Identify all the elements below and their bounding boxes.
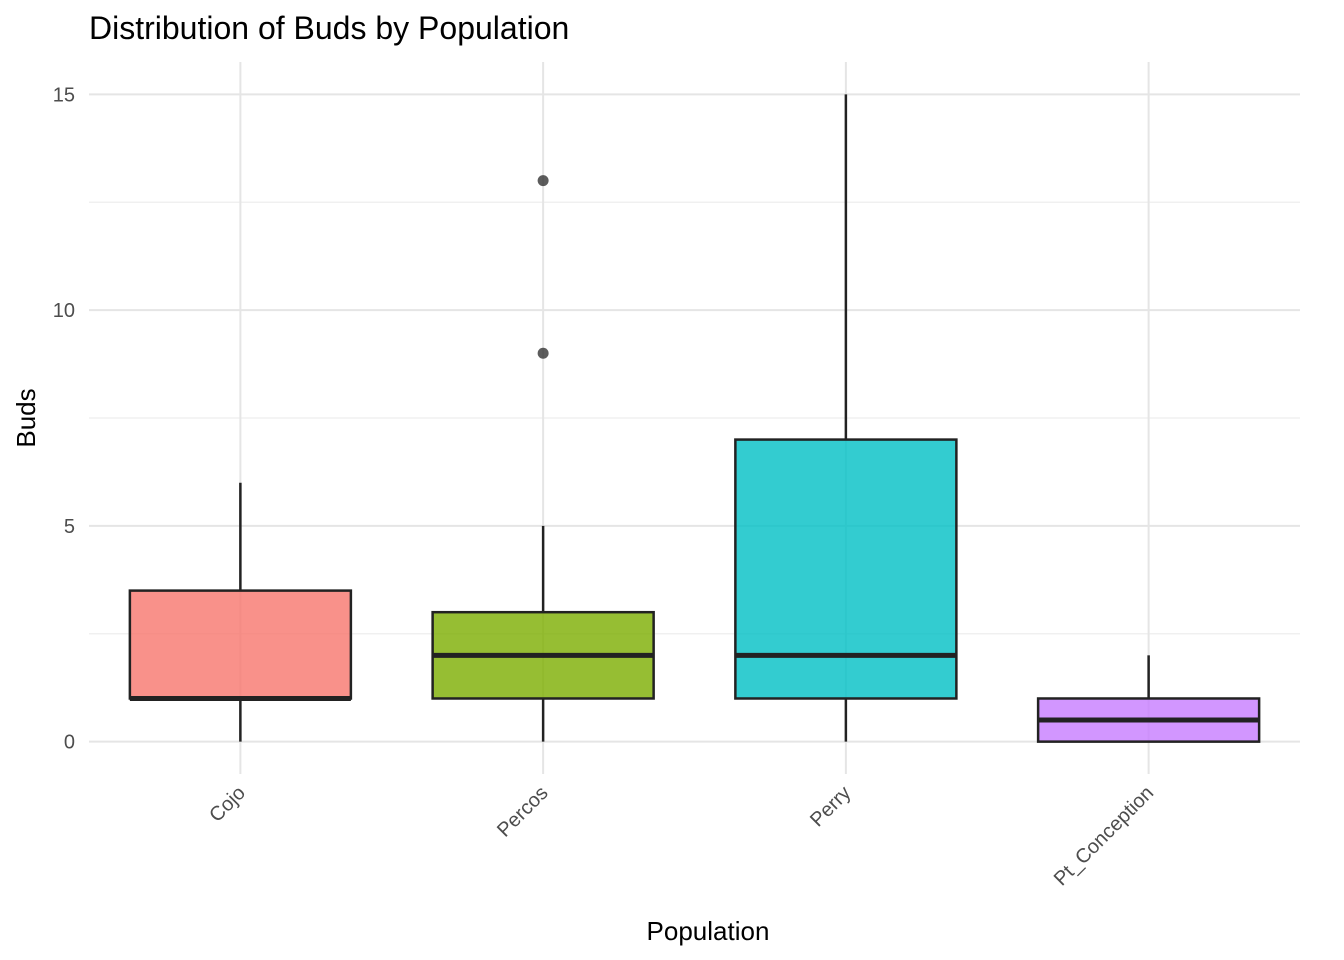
outlier-point xyxy=(537,347,549,359)
box-pt-conception xyxy=(1036,655,1261,743)
box-cojo xyxy=(128,482,353,742)
x-tick-label: Percos xyxy=(493,782,553,842)
box-series xyxy=(128,94,1261,743)
y-tick-label: 5 xyxy=(64,516,75,538)
x-axis-title: Population xyxy=(647,916,770,946)
chart-title: Distribution of Buds by Population xyxy=(89,10,569,46)
x-axis-tick-labels: Cojo Percos Perry Pt_Conception xyxy=(205,782,1158,890)
outlier-point xyxy=(537,175,549,187)
box-body xyxy=(128,589,353,700)
x-tick-label: Pt_Conception xyxy=(1050,782,1158,890)
box-percos xyxy=(431,175,655,742)
x-tick-label: Perry xyxy=(806,782,855,831)
box-perry xyxy=(734,94,958,742)
y-tick-label: 15 xyxy=(53,84,75,106)
y-axis-title: Buds xyxy=(11,388,41,447)
y-axis-tick-labels: 0 5 10 15 xyxy=(53,84,75,753)
x-tick-label: Cojo xyxy=(205,782,250,827)
y-tick-label: 10 xyxy=(53,300,75,322)
y-tick-label: 0 xyxy=(64,732,75,754)
box-body xyxy=(734,438,958,700)
